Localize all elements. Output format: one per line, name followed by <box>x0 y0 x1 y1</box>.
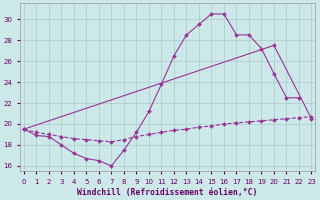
X-axis label: Windchill (Refroidissement éolien,°C): Windchill (Refroidissement éolien,°C) <box>77 188 258 197</box>
